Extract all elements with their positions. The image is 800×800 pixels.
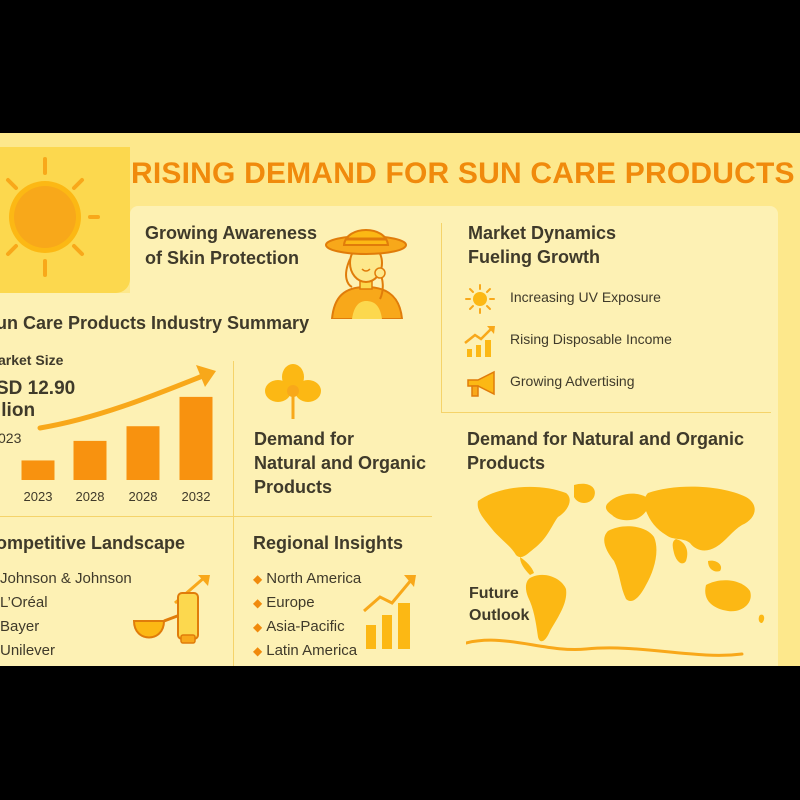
- list-item: Unilever: [0, 642, 56, 659]
- market-growth-chart: 2023 2028 2028 2032: [21, 365, 216, 503]
- chart-tick-label: 2032: [182, 489, 211, 503]
- dynamics-item-income: Rising Disposable Income: [510, 331, 672, 347]
- page-title: RISING DEMAND FOR SUN CARE PRODUCTS: [131, 157, 795, 190]
- market-size-label: arket Size: [0, 352, 64, 368]
- list-item: Bayer: [0, 618, 40, 635]
- growth-bars-icon: [464, 326, 495, 357]
- trend-arrow-line: [37, 372, 208, 431]
- list-item: Johnson & Johnson: [0, 570, 132, 587]
- list-item: ◆ Latin America: [253, 642, 358, 659]
- market-size-value: SD 12.90 llion: [0, 378, 76, 421]
- flower-icon: [265, 364, 321, 419]
- chart-bar: [21, 460, 55, 480]
- sun-icon: [465, 284, 495, 314]
- competitor-list: Johnson & Johnson L’Oréal Bayer Unilever: [0, 567, 132, 663]
- chart-bar: [126, 426, 160, 480]
- sunscreen-icon: [132, 575, 210, 644]
- wave-decoration: [466, 638, 744, 657]
- list-item: L’Oréal: [0, 594, 48, 611]
- summary-heading: un Care Products Industry Summary: [0, 313, 310, 333]
- chart-tick-label: 2028: [129, 489, 158, 503]
- divider: [233, 361, 234, 666]
- megaphone-icon: [467, 370, 495, 397]
- divider: [441, 412, 771, 413]
- list-item: ◆ Asia-Pacific: [253, 618, 345, 635]
- market-size-year: 023: [0, 430, 22, 446]
- chart-bar: [179, 396, 213, 480]
- regional-heading: Regional Insights: [253, 533, 404, 553]
- dynamics-item-advertising: Growing Advertising: [510, 373, 635, 389]
- chart-tick-label: 2028: [76, 489, 105, 503]
- region-list: ◆ North America ◆ Europe ◆ Asia-Pacific ◆ La…: [253, 567, 361, 663]
- natural-demand-heading: Demand for Natural and Organic Products: [254, 429, 427, 497]
- chart-bar: [73, 440, 107, 480]
- future-outlook-label: Future Outlook: [469, 585, 530, 624]
- world-map-icon: [477, 483, 765, 642]
- awareness-heading: Growing Awareness of Skin Protection: [145, 223, 318, 268]
- chart-tick-label: 2023: [24, 489, 53, 503]
- divider: [0, 516, 432, 517]
- list-item: ◆ Europe: [253, 594, 315, 611]
- dynamics-heading: Market Dynamics Fueling Growth: [468, 223, 617, 267]
- natural-demand-right-heading: Demand for Natural and Organic Products: [467, 429, 745, 473]
- trend-arrow-head: [196, 365, 216, 387]
- list-item: ◆ North America: [253, 570, 362, 587]
- divider: [441, 223, 442, 413]
- sun-icon: [6, 157, 100, 277]
- infographic: RISING DEMAND FOR SUN CARE PRODUCTS Grow…: [0, 133, 800, 666]
- competitive-heading: ompetitive Landscape: [0, 533, 186, 553]
- dynamics-item-uv: Increasing UV Exposure: [510, 289, 661, 305]
- woman-with-hat-icon: [325, 229, 407, 319]
- regional-growth-icon: [363, 575, 416, 649]
